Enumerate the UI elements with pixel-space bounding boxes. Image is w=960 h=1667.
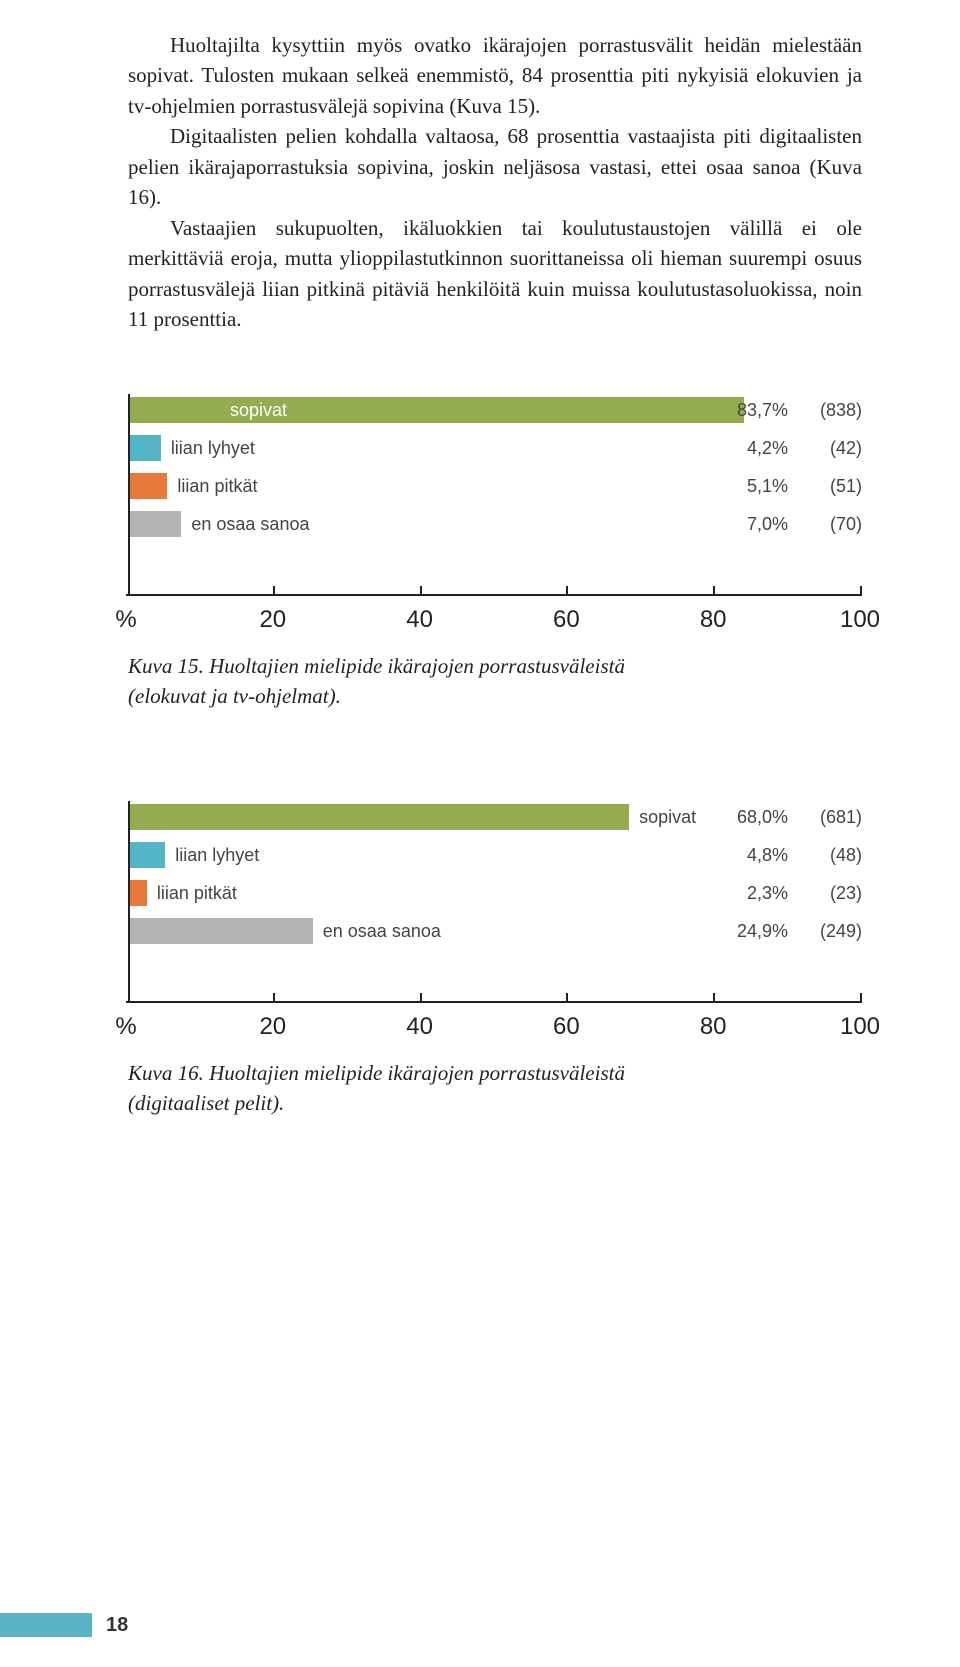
chart16-bar-2	[130, 880, 147, 906]
chart16-bar-count-0: (681)	[806, 807, 862, 828]
chart15-bar-3	[130, 511, 181, 537]
chart16-bar-count-1: (48)	[806, 845, 862, 866]
chart16-bar-label-1: liian lyhyet	[175, 845, 259, 866]
chart-16-caption: Kuva 16. Huoltajien mielipide ikärajojen…	[128, 1059, 862, 1118]
chart16-bar-3	[130, 918, 313, 944]
chart15-bar-0	[130, 397, 744, 423]
chart15-tick-label-20: 20	[259, 606, 286, 634]
chart16-bar-pct-1: 4,8%	[732, 845, 788, 866]
chart-15-caption-line2: (elokuvat ja tv-ohjelmat).	[128, 684, 341, 708]
chart15-tick-60	[566, 586, 568, 596]
chart-15-plot: sopivat83,7%(838)liian lyhyet4,2%(42)lii…	[128, 394, 862, 594]
chart16-bar-count-2: (23)	[806, 883, 862, 904]
chart15-bar-1	[130, 435, 161, 461]
chart16-bar-label-0: sopivat	[639, 807, 696, 828]
chart16-bar-pct-3: 24,9%	[732, 921, 788, 942]
chart-15-caption-line1: Kuva 15. Huoltajien mielipide ikärajojen…	[128, 654, 625, 678]
chart15-tick-100	[860, 586, 862, 596]
chart16-bar-values-2: 2,3% (23)	[732, 883, 862, 904]
chart15-row-1: liian lyhyet 4,2% (42)	[130, 432, 862, 464]
chart16-bar-pct-2: 2,3%	[732, 883, 788, 904]
chart15-tick-label-40: 40	[406, 606, 433, 634]
chart15-tick-label-100: 100	[840, 606, 880, 634]
chart16-tick-20	[273, 993, 275, 1003]
page-number: 18	[106, 1614, 128, 1637]
chart16-row-2: liian pitkät 2,3% (23)	[130, 877, 862, 909]
chart-16-axis: %20406080100	[126, 1001, 862, 1051]
chart16-tick-80	[713, 993, 715, 1003]
chart15-tick-20	[273, 586, 275, 596]
chart16-row-3: en osaa sanoa 24,9% (249)	[130, 915, 862, 947]
page-footer: 18	[0, 1613, 128, 1637]
chart16-bar-label-3: en osaa sanoa	[323, 921, 441, 942]
chart15-tick-80	[713, 586, 715, 596]
chart15-bar-pct-3: 7,0%	[732, 514, 788, 535]
chart16-tick-40	[420, 993, 422, 1003]
chart16-tick-60	[566, 993, 568, 1003]
chart15-bar-pct-0: 83,7%	[732, 400, 788, 421]
chart-15-axis: %20406080100	[126, 594, 862, 644]
chart15-tick-label-60: 60	[553, 606, 580, 634]
paragraph-1: Huoltajilta kysyttiin myös ovatko ikäraj…	[128, 30, 862, 121]
chart15-tick-40	[420, 586, 422, 596]
chart15-bar-values-1: 4,2% (42)	[732, 438, 862, 459]
chart15-row-0: sopivat 83,7% (838)	[130, 394, 862, 426]
chart15-bar-2	[130, 473, 167, 499]
chart15-bar-label-2: liian pitkät	[177, 476, 257, 497]
chart15-bar-count-3: (70)	[806, 514, 862, 535]
chart15-tick-label-80: 80	[700, 606, 727, 634]
chart16-tick-label-100: 100	[840, 1013, 880, 1041]
chart-15: sopivat83,7%(838)liian lyhyet4,2%(42)lii…	[128, 394, 862, 711]
chart15-bar-pct-1: 4,2%	[732, 438, 788, 459]
chart15-tick-label-0: %	[115, 606, 136, 634]
chart15-bar-label-3: en osaa sanoa	[191, 514, 309, 535]
chart16-tick-label-60: 60	[553, 1013, 580, 1041]
chart-16: sopivat68,0%(681)liian lyhyet4,8%(48)lii…	[128, 801, 862, 1118]
chart16-tick-label-20: 20	[259, 1013, 286, 1041]
chart15-bar-count-1: (42)	[806, 438, 862, 459]
chart-15-caption: Kuva 15. Huoltajien mielipide ikärajojen…	[128, 652, 862, 711]
chart16-bar-pct-0: 68,0%	[732, 807, 788, 828]
chart16-bar-values-3: 24,9% (249)	[732, 921, 862, 942]
chart16-tick-label-80: 80	[700, 1013, 727, 1041]
chart-16-caption-line1: Kuva 16. Huoltajien mielipide ikärajojen…	[128, 1061, 625, 1085]
chart15-bar-label-1: liian lyhyet	[171, 438, 255, 459]
chart15-bar-label-0: sopivat	[230, 400, 287, 421]
chart15-bar-pct-2: 5,1%	[732, 476, 788, 497]
chart-16-plot: sopivat68,0%(681)liian lyhyet4,8%(48)lii…	[128, 801, 862, 1001]
paragraph-3: Vastaajien sukupuolten, ikäluokkien tai …	[128, 213, 862, 335]
chart15-bar-count-2: (51)	[806, 476, 862, 497]
chart16-bar-0	[130, 804, 629, 830]
page: Huoltajilta kysyttiin myös ovatko ikäraj…	[0, 0, 960, 1667]
chart15-row-3: en osaa sanoa 7,0% (70)	[130, 508, 862, 540]
chart15-bar-count-0: (838)	[806, 400, 862, 421]
chart16-bar-values-1: 4,8% (48)	[732, 845, 862, 866]
chart15-row-2: liian pitkät 5,1% (51)	[130, 470, 862, 502]
chart16-row-0: sopivat 68,0% (681)	[130, 801, 862, 833]
chart15-bar-values-2: 5,1% (51)	[732, 476, 862, 497]
chart16-tick-label-40: 40	[406, 1013, 433, 1041]
paragraph-2: Digitaalisten pelien kohdalla valtaosa, …	[128, 121, 862, 212]
chart15-bar-values-3: 7,0% (70)	[732, 514, 862, 535]
chart-16-caption-line2: (digitaaliset pelit).	[128, 1091, 284, 1115]
chart16-bar-1	[130, 842, 165, 868]
chart16-tick-label-0: %	[115, 1013, 136, 1041]
chart16-tick-100	[860, 993, 862, 1003]
footer-accent-bar	[0, 1613, 92, 1637]
chart16-bar-label-2: liian pitkät	[157, 883, 237, 904]
chart16-row-1: liian lyhyet 4,8% (48)	[130, 839, 862, 871]
chart16-bar-count-3: (249)	[806, 921, 862, 942]
chart15-bar-values-0: 83,7% (838)	[732, 400, 862, 421]
body-text: Huoltajilta kysyttiin myös ovatko ikäraj…	[128, 30, 862, 334]
chart16-bar-values-0: 68,0% (681)	[732, 807, 862, 828]
